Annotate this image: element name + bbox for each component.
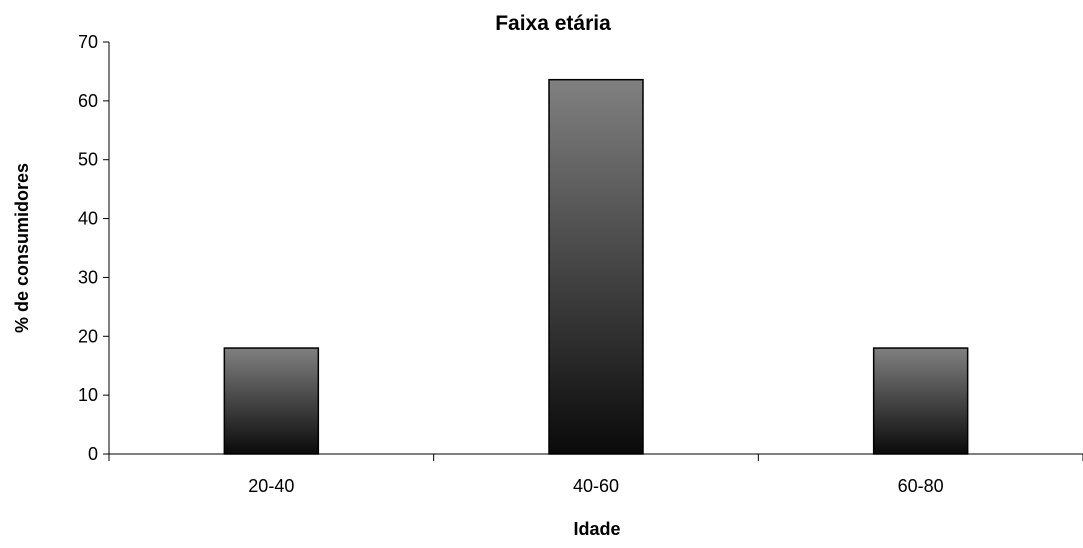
bar-60-80	[872, 347, 969, 455]
bar-40-60	[548, 78, 644, 455]
y-tick-label: 70	[78, 32, 98, 52]
y-tick-label: 30	[78, 267, 98, 287]
y-tick-label: 60	[78, 91, 98, 111]
y-tick-label: 0	[88, 444, 98, 464]
bars-group	[223, 78, 969, 455]
x-axis-ticks: 20-40 40-60 60-80	[108, 454, 1083, 496]
x-tick-label: 20-40	[248, 476, 294, 496]
y-tick-label: 20	[78, 326, 98, 346]
y-tick-label: 40	[78, 209, 98, 229]
x-tick-label: 60-80	[898, 476, 944, 496]
y-axis-ticks: 0 10 20 30 40 50 60 70	[78, 32, 109, 464]
x-tick-label: 40-60	[573, 476, 619, 496]
bar-20-40	[223, 347, 320, 455]
y-axis-title: % de consumidores	[12, 163, 32, 333]
x-axis-title: Idade	[573, 519, 620, 539]
y-tick-label: 50	[78, 150, 98, 170]
y-tick-label: 10	[78, 385, 98, 405]
chart-title: Faixa etária	[495, 12, 611, 35]
